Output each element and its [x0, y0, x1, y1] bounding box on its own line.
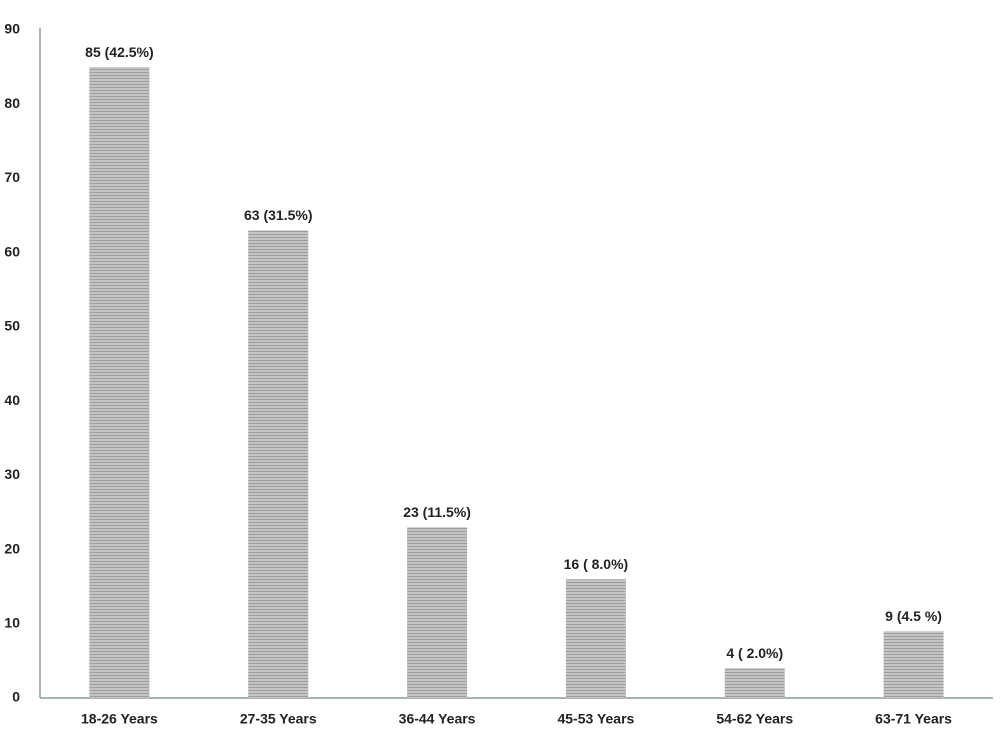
- y-tick-label: 20: [4, 540, 20, 556]
- data-label: 16 ( 8.0%): [564, 556, 629, 572]
- y-tick-label: 90: [4, 21, 20, 37]
- data-label: 9 (4.5 %): [885, 608, 942, 624]
- bar: [89, 67, 150, 699]
- data-label: 4 ( 2.0%): [726, 645, 783, 661]
- y-tick-label: 30: [4, 466, 20, 482]
- y-tick-label: 80: [4, 95, 20, 111]
- y-tick-label: 70: [4, 169, 20, 185]
- bar: [883, 631, 944, 698]
- bar: [565, 579, 626, 698]
- data-label: 85 (42.5%): [85, 44, 153, 60]
- y-tick-label: 40: [4, 392, 20, 408]
- x-tick-label: 54-62 Years: [716, 711, 793, 727]
- x-tick-label: 27-35 Years: [240, 711, 317, 727]
- y-tick-label: 0: [12, 689, 20, 705]
- data-label: 63 (31.5%): [244, 207, 312, 223]
- bar: [724, 668, 785, 698]
- x-tick-label: 18-26 Years: [81, 711, 158, 727]
- y-tick-label: 60: [4, 243, 20, 259]
- x-tick-label: 45-53 Years: [558, 711, 635, 727]
- x-tick-label: 63-71 Years: [875, 711, 952, 727]
- y-tick-label: 50: [4, 318, 20, 334]
- y-tick-label: 10: [4, 614, 20, 630]
- bar: [248, 230, 309, 698]
- bar: [407, 527, 468, 698]
- x-tick-label: 36-44 Years: [399, 711, 476, 727]
- data-label: 23 (11.5%): [403, 504, 471, 520]
